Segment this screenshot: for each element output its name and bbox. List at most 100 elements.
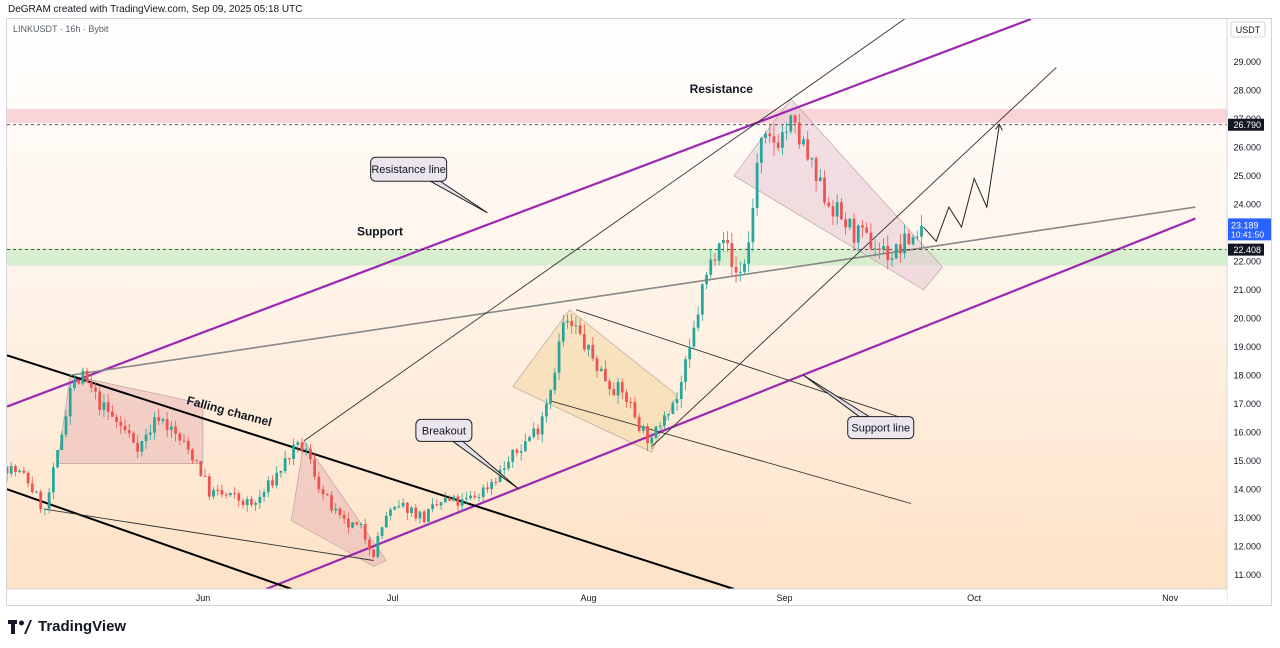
candle-body — [502, 468, 506, 470]
candle-body — [212, 489, 215, 497]
price-tick-label: 13.000 — [1233, 513, 1261, 523]
flag-upper-extension-line — [575, 309, 912, 422]
candle-body — [709, 259, 713, 275]
price-tick-label: 26.000 — [1233, 142, 1261, 152]
candle-body — [692, 327, 696, 347]
candle-body — [123, 425, 127, 431]
candle-body — [519, 451, 523, 453]
candle-body — [376, 536, 380, 557]
candle-body — [768, 133, 772, 137]
candle-body — [844, 219, 847, 228]
currency-box — [1230, 21, 1266, 38]
price-axis-background — [1227, 19, 1271, 605]
candle-body — [848, 218, 852, 228]
candle-body — [861, 225, 864, 228]
price-tick-label: 21.000 — [1233, 285, 1261, 295]
candle-body — [789, 115, 793, 132]
candle-body — [629, 401, 633, 403]
candle-body — [220, 489, 224, 495]
chart-panel[interactable]: Resistance Support Falling channel Resistan… — [6, 18, 1272, 606]
candle-body — [443, 497, 447, 503]
candle-body — [915, 236, 919, 238]
candle-body — [132, 433, 135, 443]
price-tick-label: 20.000 — [1233, 313, 1261, 323]
tradingview-logo[interactable]: TradingView — [8, 618, 126, 635]
grey-upper-diagonal-line — [303, 19, 905, 442]
candle-body — [570, 320, 574, 326]
chart-credit: DeGRAM created with TradingView.com, Sep… — [8, 4, 303, 15]
candle-body — [22, 470, 26, 473]
candle-body — [886, 246, 890, 261]
price-tick-label: 14.000 — [1233, 484, 1261, 494]
price-tick-label: 19.000 — [1233, 342, 1261, 352]
candle-body — [287, 458, 291, 460]
candle-body — [776, 142, 780, 148]
flag-lower-extension-line — [550, 400, 912, 504]
candle-body — [523, 441, 527, 452]
falling-channel-bottom-line — [7, 488, 292, 590]
candle-body — [625, 392, 628, 402]
candle-body — [688, 346, 692, 360]
time-tick-label: Jun — [196, 593, 211, 603]
price-tick-label: 12.000 — [1233, 541, 1261, 551]
candle-body — [671, 403, 675, 414]
grey-lower-diagonal-line — [651, 67, 1057, 447]
candle-body — [245, 499, 249, 505]
symbol-info: LINKUSDT · 16h · Bybit — [13, 24, 109, 34]
candle-body — [169, 426, 173, 430]
candle-body — [604, 368, 607, 382]
candle-body — [608, 381, 611, 390]
candle-body — [325, 494, 329, 496]
candle-body — [785, 131, 788, 133]
candle-body — [456, 496, 460, 506]
resistance-label: Resistance — [690, 82, 754, 96]
candle-body — [713, 259, 717, 261]
candle-body — [852, 218, 856, 243]
candle-body — [292, 444, 295, 460]
candle-body — [250, 499, 253, 505]
candle-body — [591, 344, 595, 359]
candle-body — [612, 389, 616, 396]
candle-body — [448, 497, 451, 501]
candle-body — [599, 368, 603, 371]
candle-body — [81, 370, 85, 384]
candle-body — [127, 430, 131, 434]
candle-body — [658, 425, 662, 427]
candle-body — [920, 226, 923, 237]
candle-body — [595, 358, 599, 371]
candle-body — [110, 411, 114, 417]
candle-body — [759, 137, 763, 163]
candle-body — [882, 246, 885, 250]
candle-body — [734, 266, 738, 273]
price-tick-label: 18.000 — [1233, 370, 1261, 380]
candle-body — [51, 467, 55, 493]
candle-body — [684, 359, 687, 383]
candle-body — [890, 258, 894, 261]
time-tick-label: Jul — [387, 593, 399, 603]
candle-body — [405, 502, 409, 514]
candle-body — [802, 139, 805, 145]
price-tick-label: 29.000 — [1233, 57, 1261, 67]
candle-body — [304, 448, 308, 451]
pattern-shading — [57, 374, 204, 464]
candle-body — [266, 480, 270, 493]
candle-body — [102, 402, 106, 410]
candle-body — [372, 549, 376, 557]
candle-body — [490, 481, 493, 490]
candle-body — [827, 202, 831, 207]
candle-body — [338, 508, 342, 516]
candle-body — [823, 177, 826, 203]
candle-body — [136, 442, 140, 452]
candle-body — [64, 416, 68, 435]
candle-body — [797, 122, 801, 145]
candle-body — [224, 494, 228, 496]
price-tick-label: 22.000 — [1233, 256, 1261, 266]
tradingview-logo-icon — [8, 619, 32, 634]
price-tick-label: 17.000 — [1233, 399, 1261, 409]
candle-body — [18, 470, 22, 473]
purple-lower-channel-line — [265, 217, 1196, 591]
candle-body — [835, 202, 839, 217]
time-tick-label: Oct — [967, 593, 982, 603]
candle-body — [60, 434, 64, 451]
